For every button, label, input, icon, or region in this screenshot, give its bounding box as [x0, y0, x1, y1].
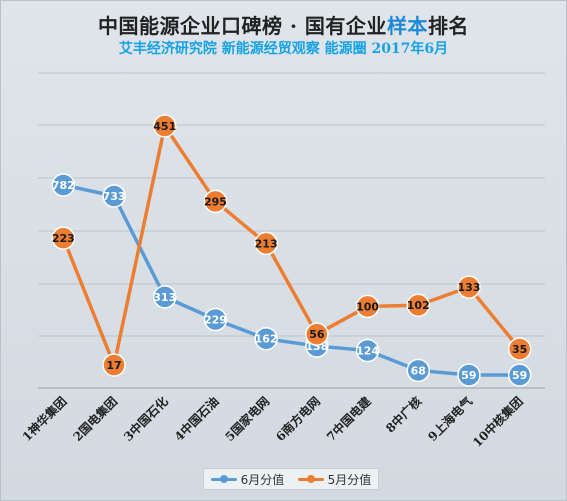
data-label: 733	[103, 190, 126, 203]
x-tick-label: 10中核集团	[469, 394, 525, 450]
data-label: 100	[356, 300, 379, 313]
data-label: 213	[255, 237, 278, 250]
data-point	[457, 275, 481, 299]
data-label: 162	[255, 333, 278, 346]
legend-swatch-may	[297, 474, 324, 484]
chart-title: 中国能源企业口碑榜 · 国有企业样本排名	[0, 10, 567, 39]
data-point	[153, 114, 177, 138]
data-point	[203, 189, 228, 214]
data-label: 451	[153, 120, 176, 133]
data-label: 229	[204, 313, 227, 326]
x-tick-label: 9上海电气	[425, 394, 475, 444]
chart-subtitle: 艾丰经济研究院 新能源经贸观察 能源圈 2017年6月	[118, 41, 449, 57]
title-tail: 排名	[427, 14, 469, 38]
data-point	[51, 173, 76, 197]
data-point	[507, 337, 532, 361]
data-point	[355, 294, 380, 319]
series-line	[61, 124, 522, 367]
x-tick-label: 5国家电网	[222, 394, 272, 444]
data-point	[51, 226, 76, 250]
data-point	[457, 363, 481, 387]
data-label: 295	[204, 195, 227, 208]
legend: 6月分值 5月分值	[203, 468, 379, 490]
data-label: 133	[457, 281, 480, 294]
legend-label-june: 6月分值	[240, 472, 285, 487]
x-tick-label: 8中广核	[382, 394, 424, 436]
legend-item-june: 6月分值	[210, 471, 285, 488]
legend-label-may: 5月分值	[327, 472, 372, 487]
data-label: 313	[153, 291, 176, 304]
data-point	[203, 307, 228, 332]
data-point	[305, 322, 329, 346]
data-label: 782	[52, 179, 75, 192]
data-point	[254, 326, 278, 351]
x-tick-label: 4中国石油	[171, 394, 221, 444]
data-label: 223	[52, 232, 75, 245]
data-label: 124	[356, 344, 379, 357]
data-point	[102, 184, 126, 208]
x-tick-label: 7中国电建	[323, 393, 374, 444]
data-label: 59	[512, 369, 527, 382]
title-accent: 样本	[386, 14, 428, 38]
data-label: 59	[461, 369, 476, 382]
data-label: 68	[411, 364, 426, 377]
legend-item-may: 5月分值	[297, 471, 372, 488]
data-label: 56	[309, 328, 325, 341]
x-tick-label: 3中国石化	[120, 394, 170, 444]
x-tick-label: 1神华集团	[19, 394, 69, 444]
data-point	[507, 363, 532, 387]
x-tick-label: 2国电集团	[70, 394, 120, 444]
data-label: 102	[407, 299, 430, 312]
data-point	[102, 353, 126, 377]
title-main: 中国能源企业口碑榜 · 国有企业	[98, 14, 387, 38]
data-point	[406, 358, 430, 383]
data-point	[355, 338, 380, 363]
data-label: 35	[512, 343, 527, 356]
data-point	[254, 231, 278, 256]
data-label: 17	[106, 359, 121, 372]
x-tick-label: 6南方电网	[273, 394, 323, 444]
data-point	[153, 285, 177, 309]
legend-swatch-june	[210, 474, 237, 484]
data-point	[406, 293, 430, 317]
